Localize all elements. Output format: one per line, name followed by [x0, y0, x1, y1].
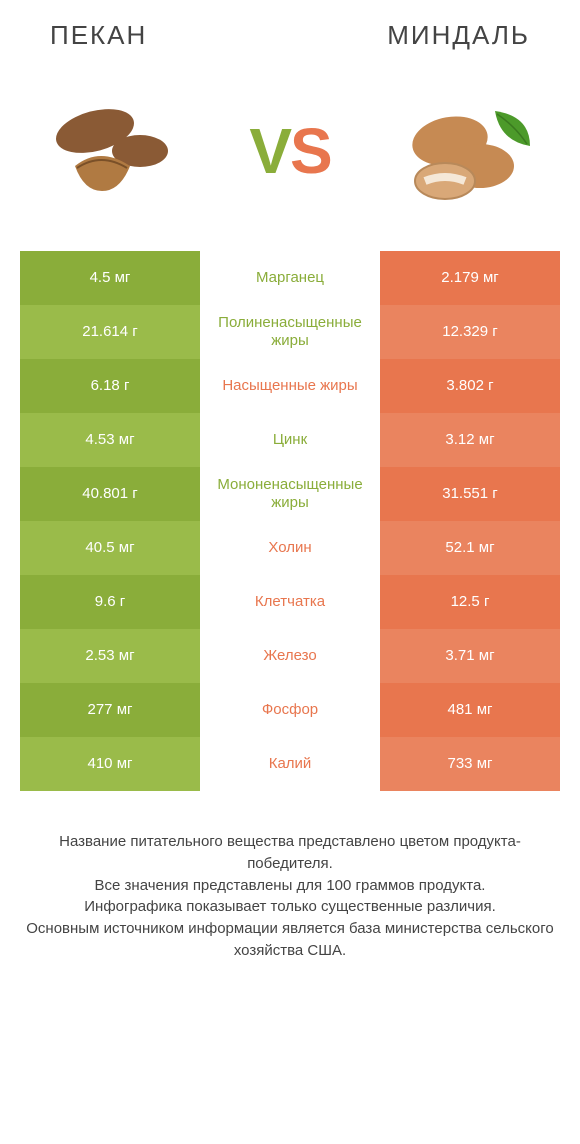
- footer-notes: Название питательного вещества представл…: [0, 791, 580, 962]
- table-row: 410 мгКалий733 мг: [20, 737, 560, 791]
- left-value: 40.801 г: [20, 467, 200, 521]
- right-value: 31.551 г: [380, 467, 560, 521]
- table-row: 277 мгФосфор481 мг: [20, 683, 560, 737]
- left-value: 21.614 г: [20, 305, 200, 359]
- left-value: 410 мг: [20, 737, 200, 791]
- right-value: 12.329 г: [380, 305, 560, 359]
- footer-line: Инфографика показывает только существенн…: [24, 896, 556, 918]
- left-value: 4.5 мг: [20, 251, 200, 305]
- nutrient-label: Полиненасыщенные жиры: [200, 305, 380, 359]
- right-value: 3.802 г: [380, 359, 560, 413]
- table-row: 21.614 гПолиненасыщенные жиры12.329 г: [20, 305, 560, 359]
- nutrient-label: Железо: [200, 629, 380, 683]
- table-row: 4.53 мгЦинк3.12 мг: [20, 413, 560, 467]
- right-value: 481 мг: [380, 683, 560, 737]
- right-value: 3.71 мг: [380, 629, 560, 683]
- vs-v: V: [249, 115, 290, 187]
- nutrient-label: Марганец: [200, 251, 380, 305]
- nutrient-label: Калий: [200, 737, 380, 791]
- vs-label: VS: [249, 114, 330, 188]
- right-value: 12.5 г: [380, 575, 560, 629]
- table-row: 2.53 мгЖелезо3.71 мг: [20, 629, 560, 683]
- left-value: 2.53 мг: [20, 629, 200, 683]
- nutrient-label: Холин: [200, 521, 380, 575]
- table-row: 9.6 гКлетчатка12.5 г: [20, 575, 560, 629]
- table-row: 40.5 мгХолин52.1 мг: [20, 521, 560, 575]
- nutrient-label: Фосфор: [200, 683, 380, 737]
- vs-s: S: [290, 115, 331, 187]
- right-value: 3.12 мг: [380, 413, 560, 467]
- left-value: 9.6 г: [20, 575, 200, 629]
- table-row: 6.18 гНасыщенные жиры3.802 г: [20, 359, 560, 413]
- pecan-image: [40, 91, 190, 211]
- right-value: 733 мг: [380, 737, 560, 791]
- vs-row: VS: [0, 61, 580, 251]
- right-value: 2.179 мг: [380, 251, 560, 305]
- left-value: 4.53 мг: [20, 413, 200, 467]
- footer-line: Основным источником информации является …: [24, 918, 556, 962]
- almond-image: [390, 91, 540, 211]
- right-food-title: МИНДАЛЬ: [387, 20, 530, 51]
- nutrient-label: Цинк: [200, 413, 380, 467]
- header: ПЕКАН МИНДАЛЬ: [0, 0, 580, 61]
- nutrient-label: Мононенасыщенные жиры: [200, 467, 380, 521]
- table-row: 40.801 гМононенасыщенные жиры31.551 г: [20, 467, 560, 521]
- left-value: 40.5 мг: [20, 521, 200, 575]
- nutrient-label: Клетчатка: [200, 575, 380, 629]
- left-food-title: ПЕКАН: [50, 20, 147, 51]
- comparison-table: 4.5 мгМарганец2.179 мг21.614 гПолиненасы…: [20, 251, 560, 791]
- footer-line: Все значения представлены для 100 граммо…: [24, 875, 556, 897]
- nutrient-label: Насыщенные жиры: [200, 359, 380, 413]
- table-row: 4.5 мгМарганец2.179 мг: [20, 251, 560, 305]
- footer-line: Название питательного вещества представл…: [24, 831, 556, 875]
- left-value: 6.18 г: [20, 359, 200, 413]
- right-value: 52.1 мг: [380, 521, 560, 575]
- left-value: 277 мг: [20, 683, 200, 737]
